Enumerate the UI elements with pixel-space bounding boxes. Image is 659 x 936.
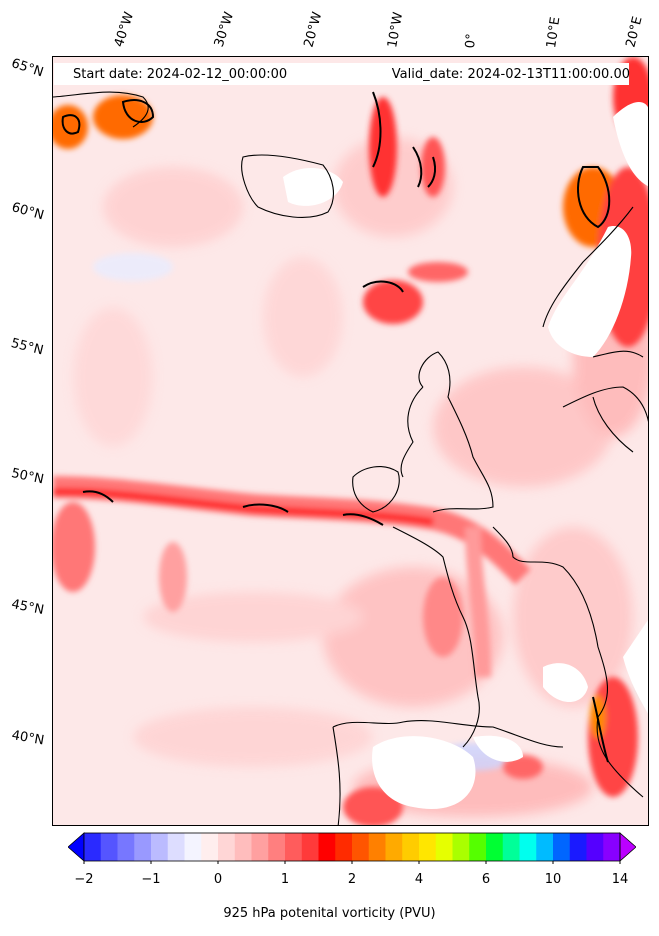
colorbar-tick-label: 14 [611,872,629,887]
colorbar-segment [234,833,252,861]
colorbar-segment [134,833,152,861]
colorbar-segment [536,833,554,861]
colorbar [68,832,636,864]
start-date-label: Start date: 2024-02-12_00:00:00 [73,67,288,82]
colorbar-segment [268,833,286,861]
colorbar-segment [519,833,537,861]
lat-label-65n: 65°N [9,56,46,81]
lat-label-55n: 55°N [9,336,45,359]
colorbar-segment [117,833,135,861]
colorbar-segment [385,833,403,861]
valid-date-label: Valid_date: 2024-02-13T11:00:00.00 [391,67,630,82]
colorbar-tick-label: 1 [280,872,290,887]
lon-label-40w: 40°W [111,10,138,49]
lon-label-10e: 10°E [544,15,564,49]
colorbar-segment [419,833,437,861]
colorbar-segment [352,833,370,861]
colorbar-segment [586,833,604,861]
colorbar-segment [469,833,487,861]
pv-field [53,57,648,825]
colorbar-tick-label: −2 [74,872,94,887]
lon-label-10w: 10°W [385,11,407,50]
lon-label-30w: 30°W [211,10,238,49]
lon-label-20e: 20°E [623,15,646,49]
lat-label-60n: 60°N [9,200,46,224]
colorbar-segment [452,833,470,861]
colorbar-segment [402,833,420,861]
colorbar-segment [151,833,169,861]
header-strip [54,63,629,85]
pv-map: Start date: 2024-02-12_00:00:00 Valid_da… [52,56,649,826]
colorbar-segment [100,833,118,861]
colorbar-segment [435,833,453,861]
colorbar-segment [251,833,269,861]
colorbar-segment [84,833,102,861]
colorbar-segment [167,833,185,861]
lon-label-0: 0° [463,32,480,49]
colorbar-segment [218,833,236,861]
lon-label-20w: 20°W [301,10,326,49]
colorbar-segment [301,833,319,861]
colorbar-segment [201,833,219,861]
colorbar-tick-label: 4 [414,872,424,887]
colorbar-segment [603,833,621,861]
lat-label-50n: 50°N [9,466,46,488]
colorbar-label: 925 hPa potenital vorticity (PVU) [223,906,436,921]
colorbar-segment [486,833,504,861]
colorbar-min-arrow [68,832,85,862]
colorbar-segment [285,833,303,861]
colorbar-segment [569,833,587,861]
colorbar-segment [368,833,386,861]
colorbar-tick-label: 6 [481,872,491,887]
colorbar-max-arrow [619,832,636,862]
colorbar-segment [335,833,353,861]
colorbar-tick-label: 2 [347,872,357,887]
colorbar-segment [553,833,571,861]
colorbar-tick-label: 10 [544,872,562,887]
lat-label-40n: 40°N [10,728,46,749]
colorbar-tick-label: −1 [141,872,161,887]
colorbar-segment [184,833,202,861]
colorbar-segment [318,833,336,861]
colorbar-segment [502,833,520,861]
lat-label-45n: 45°N [10,597,46,618]
colorbar-tick-label: 0 [213,872,223,887]
